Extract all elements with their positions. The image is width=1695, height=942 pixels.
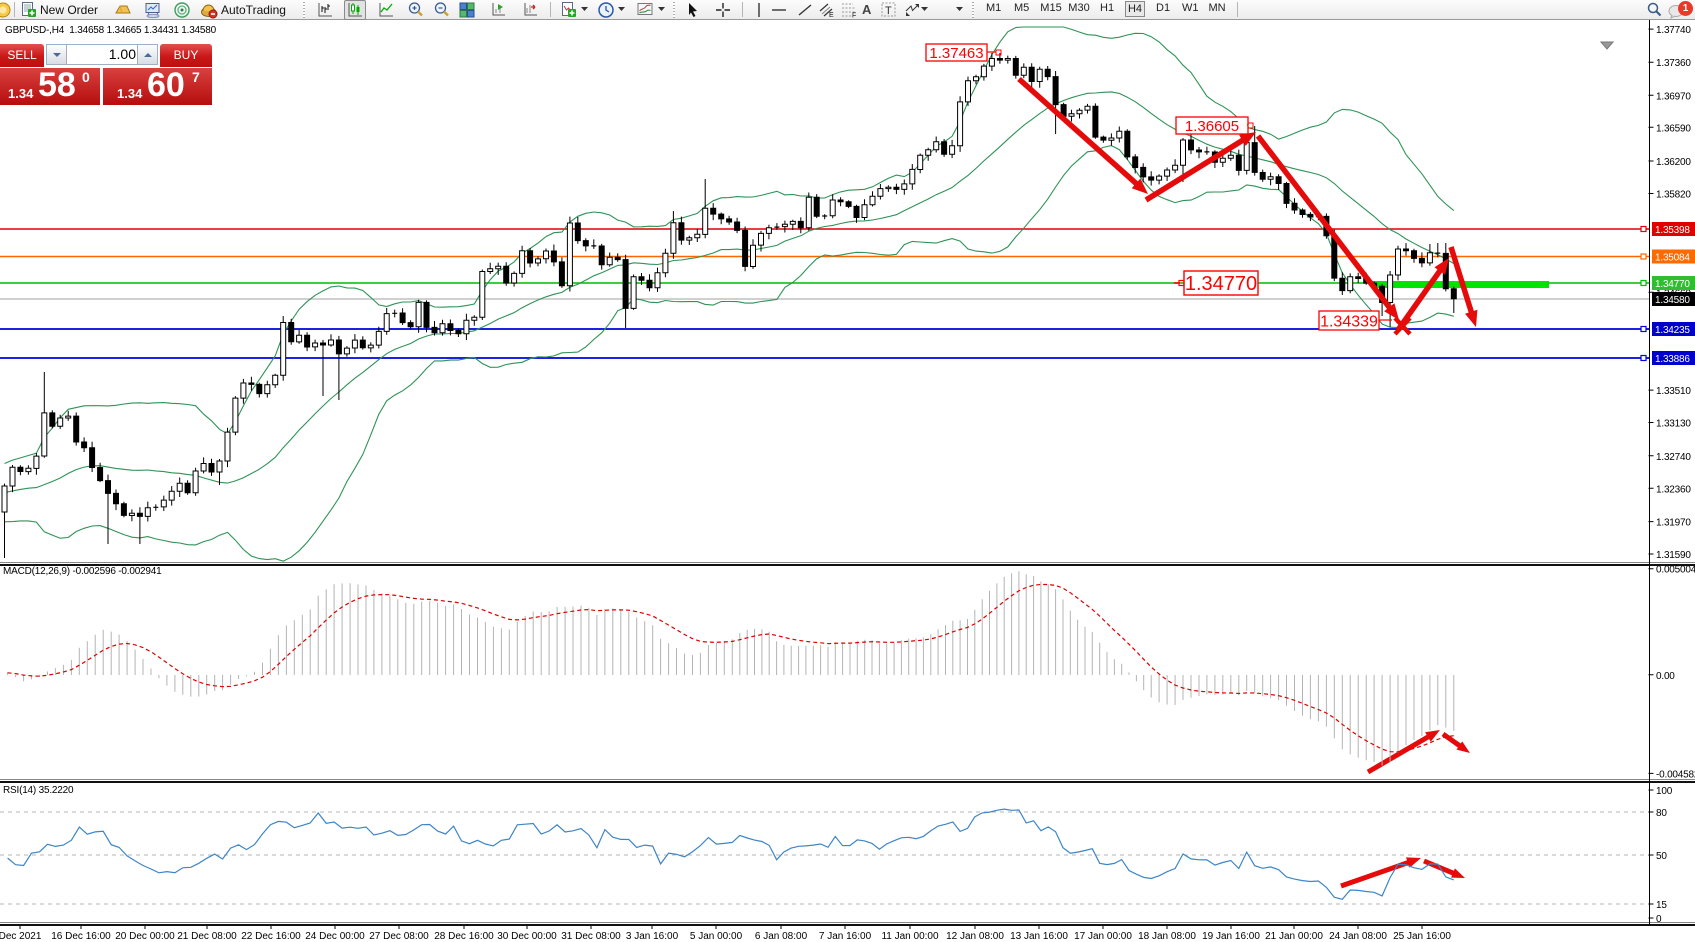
svg-text:1.31590: 1.31590	[1656, 550, 1691, 561]
svg-text:24 Dec 00:00: 24 Dec 00:00	[305, 931, 365, 942]
svg-text:1.33510: 1.33510	[1656, 386, 1691, 397]
svg-text:1.36605: 1.36605	[1185, 118, 1239, 135]
svg-text:15: 15	[1656, 900, 1667, 911]
svg-text:1.32740: 1.32740	[1656, 452, 1691, 463]
svg-text:1.36200: 1.36200	[1656, 157, 1691, 168]
svg-text:80: 80	[1656, 808, 1667, 819]
svg-text:1.37463: 1.37463	[929, 45, 983, 62]
svg-text:7 Jan 16:00: 7 Jan 16:00	[819, 931, 872, 942]
svg-text:1.34235: 1.34235	[1655, 325, 1690, 336]
svg-text:1.37740: 1.37740	[1656, 25, 1691, 36]
svg-text:20 Dec 00:00: 20 Dec 00:00	[115, 931, 175, 942]
svg-text:1.31970: 1.31970	[1656, 518, 1691, 529]
svg-text:19 Jan 16:00: 19 Jan 16:00	[1202, 931, 1260, 942]
svg-text:1.33886: 1.33886	[1655, 354, 1690, 365]
svg-text:T: T	[885, 5, 892, 17]
svg-text:50: 50	[1656, 851, 1667, 862]
svg-text:Dec 2021: Dec 2021	[0, 931, 42, 942]
svg-text:-0.004582: -0.004582	[1656, 769, 1695, 780]
svg-text:1.36590: 1.36590	[1656, 123, 1691, 134]
svg-text:1.34770: 1.34770	[1185, 273, 1257, 295]
svg-text:0.00: 0.00	[1656, 671, 1675, 682]
svg-text:22 Dec 16:00: 22 Dec 16:00	[241, 931, 301, 942]
svg-text:21 Jan 00:00: 21 Jan 00:00	[1265, 931, 1323, 942]
svg-text:13 Jan 16:00: 13 Jan 16:00	[1010, 931, 1068, 942]
svg-text:17 Jan 00:00: 17 Jan 00:00	[1074, 931, 1132, 942]
svg-text:6 Jan 08:00: 6 Jan 08:00	[755, 931, 808, 942]
svg-text:1.34770: 1.34770	[1655, 279, 1690, 290]
svg-text:100: 100	[1656, 786, 1673, 797]
svg-text:5 Jan 00:00: 5 Jan 00:00	[690, 931, 743, 942]
svg-text:F: F	[852, 13, 856, 20]
svg-text:18 Jan 08:00: 18 Jan 08:00	[1138, 931, 1196, 942]
svg-text:1.34339: 1.34339	[1320, 313, 1378, 330]
svg-text:RSI(14) 35.2220: RSI(14) 35.2220	[3, 785, 74, 796]
svg-text:0.005004: 0.005004	[1656, 565, 1695, 576]
svg-text:E: E	[829, 12, 834, 19]
svg-text:1.33130: 1.33130	[1656, 419, 1691, 430]
svg-text:MACD(12,26,9) -0.002596 -0.002: MACD(12,26,9) -0.002596 -0.002941	[3, 566, 162, 577]
svg-text:GBPUSD-,H4 1.34658 1.34665 1.: GBPUSD-,H4 1.34658 1.34665 1.34431 1.345…	[5, 25, 217, 36]
svg-text:1.35084: 1.35084	[1655, 253, 1690, 264]
svg-text:12 Jan 08:00: 12 Jan 08:00	[946, 931, 1004, 942]
svg-text:28 Dec 16:00: 28 Dec 16:00	[434, 931, 494, 942]
svg-text:25 Jan 16:00: 25 Jan 16:00	[1393, 931, 1451, 942]
svg-text:21 Dec 08:00: 21 Dec 08:00	[177, 931, 237, 942]
svg-text:27 Dec 08:00: 27 Dec 08:00	[369, 931, 429, 942]
svg-text:1.35398: 1.35398	[1655, 225, 1690, 236]
svg-text:3 Jan 16:00: 3 Jan 16:00	[626, 931, 679, 942]
svg-text:11 Jan 00:00: 11 Jan 00:00	[881, 931, 939, 942]
svg-text:1.32360: 1.32360	[1656, 484, 1691, 495]
svg-text:31 Dec 08:00: 31 Dec 08:00	[561, 931, 621, 942]
svg-text:16 Dec 16:00: 16 Dec 16:00	[51, 931, 111, 942]
svg-text:24 Jan 08:00: 24 Jan 08:00	[1329, 931, 1387, 942]
svg-text:1.37360: 1.37360	[1656, 58, 1691, 69]
svg-text:30 Dec 00:00: 30 Dec 00:00	[497, 931, 557, 942]
svg-text:0: 0	[1656, 914, 1662, 925]
svg-text:1.35820: 1.35820	[1656, 190, 1691, 201]
svg-text:1.34580: 1.34580	[1655, 295, 1690, 306]
svg-text:1.36970: 1.36970	[1656, 91, 1691, 102]
